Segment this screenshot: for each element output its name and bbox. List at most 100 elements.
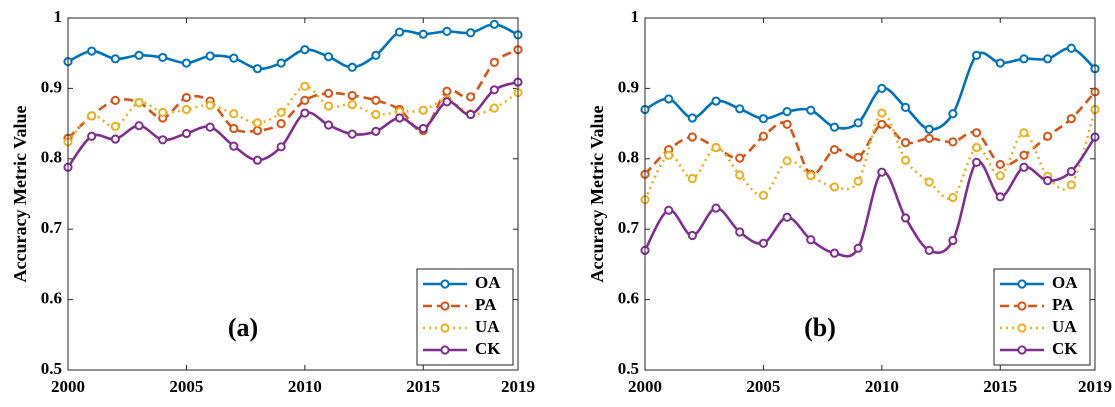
point-marker xyxy=(276,58,286,68)
point-marker xyxy=(1019,54,1029,64)
point-marker xyxy=(347,90,357,101)
point-marker xyxy=(466,28,476,38)
point-marker xyxy=(971,157,982,167)
panel-label: (a) xyxy=(228,313,258,342)
point-marker xyxy=(1066,180,1076,190)
point-marker xyxy=(466,109,476,120)
point-marker xyxy=(87,131,97,141)
point-marker xyxy=(829,145,840,155)
point-marker xyxy=(806,105,816,115)
point-marker xyxy=(829,248,840,258)
legend-label: PA xyxy=(475,295,497,314)
legend-label: OA xyxy=(1052,273,1078,292)
point-marker xyxy=(829,122,840,132)
y-tick-label: 0.9 xyxy=(618,77,639,96)
point-marker xyxy=(489,19,499,29)
point-marker xyxy=(971,50,982,60)
point-marker xyxy=(806,171,816,181)
y-tick-label: 0.6 xyxy=(618,289,639,308)
point-marker xyxy=(664,150,674,160)
point-marker xyxy=(782,107,792,117)
point-marker xyxy=(948,137,958,147)
legend-label: UA xyxy=(1052,317,1077,336)
point-marker xyxy=(735,104,745,114)
point-marker xyxy=(158,52,168,63)
point-marker xyxy=(323,88,334,98)
axes-frame xyxy=(67,17,519,371)
point-marker xyxy=(110,121,120,132)
point-marker xyxy=(806,235,816,245)
point-marker xyxy=(924,133,934,143)
point-marker xyxy=(664,94,674,104)
point-marker xyxy=(252,64,263,74)
point-marker xyxy=(181,104,192,115)
legend-label: UA xyxy=(475,317,500,336)
point-marker xyxy=(782,156,792,166)
point-marker xyxy=(229,53,239,63)
point-marker xyxy=(995,159,1005,170)
point-marker xyxy=(110,134,120,144)
point-marker xyxy=(877,108,887,118)
point-marker xyxy=(252,126,263,136)
x-tick-label: 2000 xyxy=(51,377,85,396)
point-marker xyxy=(664,205,674,215)
point-marker xyxy=(87,111,97,121)
point-marker xyxy=(711,96,721,106)
point-marker xyxy=(229,141,239,151)
point-marker xyxy=(1066,114,1076,124)
point-marker xyxy=(134,50,144,60)
point-marker xyxy=(347,99,357,110)
point-marker xyxy=(687,132,697,142)
point-marker xyxy=(205,122,215,132)
point-marker xyxy=(900,213,911,223)
point-marker xyxy=(877,167,887,177)
x-tick-label: 2000 xyxy=(628,377,662,396)
point-marker xyxy=(158,107,168,117)
point-marker xyxy=(466,92,476,102)
x-tick-label: 2019 xyxy=(1078,377,1112,396)
point-marker xyxy=(687,173,697,184)
point-marker xyxy=(853,243,863,253)
y-tick-label: 0.8 xyxy=(41,148,62,167)
point-marker xyxy=(181,92,192,103)
point-marker xyxy=(687,113,697,123)
point-marker xyxy=(442,86,452,96)
point-marker xyxy=(300,108,310,118)
point-marker xyxy=(853,152,863,162)
y-axis-label: Accuracy Metric Value xyxy=(587,106,607,283)
point-marker xyxy=(181,58,192,68)
y-tick-label: 0.7 xyxy=(618,218,640,237)
point-marker xyxy=(110,95,120,105)
y-tick-label: 0.5 xyxy=(618,359,639,378)
point-marker xyxy=(442,97,452,107)
legend-marker xyxy=(440,279,450,289)
point-marker xyxy=(300,81,310,91)
point-marker xyxy=(924,177,934,187)
point-marker xyxy=(371,126,381,136)
point-marker xyxy=(853,176,863,186)
point-marker xyxy=(394,113,405,123)
y-axis-label: Accuracy Metric Value xyxy=(10,106,30,283)
point-marker xyxy=(347,62,357,72)
legend-marker xyxy=(1017,301,1027,311)
point-marker xyxy=(900,102,911,113)
legend-label: CK xyxy=(1052,339,1078,358)
point-marker xyxy=(735,153,745,163)
point-marker xyxy=(735,170,745,180)
point-marker xyxy=(1043,54,1053,64)
point-marker xyxy=(1019,162,1029,172)
point-marker xyxy=(711,142,721,153)
point-marker xyxy=(948,109,958,119)
x-tick-label: 2019 xyxy=(501,377,535,396)
legend-label: CK xyxy=(475,339,501,358)
point-marker xyxy=(371,95,381,105)
legend-marker xyxy=(1017,279,1027,289)
point-marker xyxy=(418,123,428,134)
point-marker xyxy=(1019,150,1029,160)
y-tick-label: 0.8 xyxy=(618,148,639,167)
point-marker xyxy=(995,171,1005,181)
point-marker xyxy=(853,118,863,128)
point-marker xyxy=(323,101,334,111)
point-marker xyxy=(877,83,887,94)
y-tick-label: 0.6 xyxy=(41,289,62,308)
